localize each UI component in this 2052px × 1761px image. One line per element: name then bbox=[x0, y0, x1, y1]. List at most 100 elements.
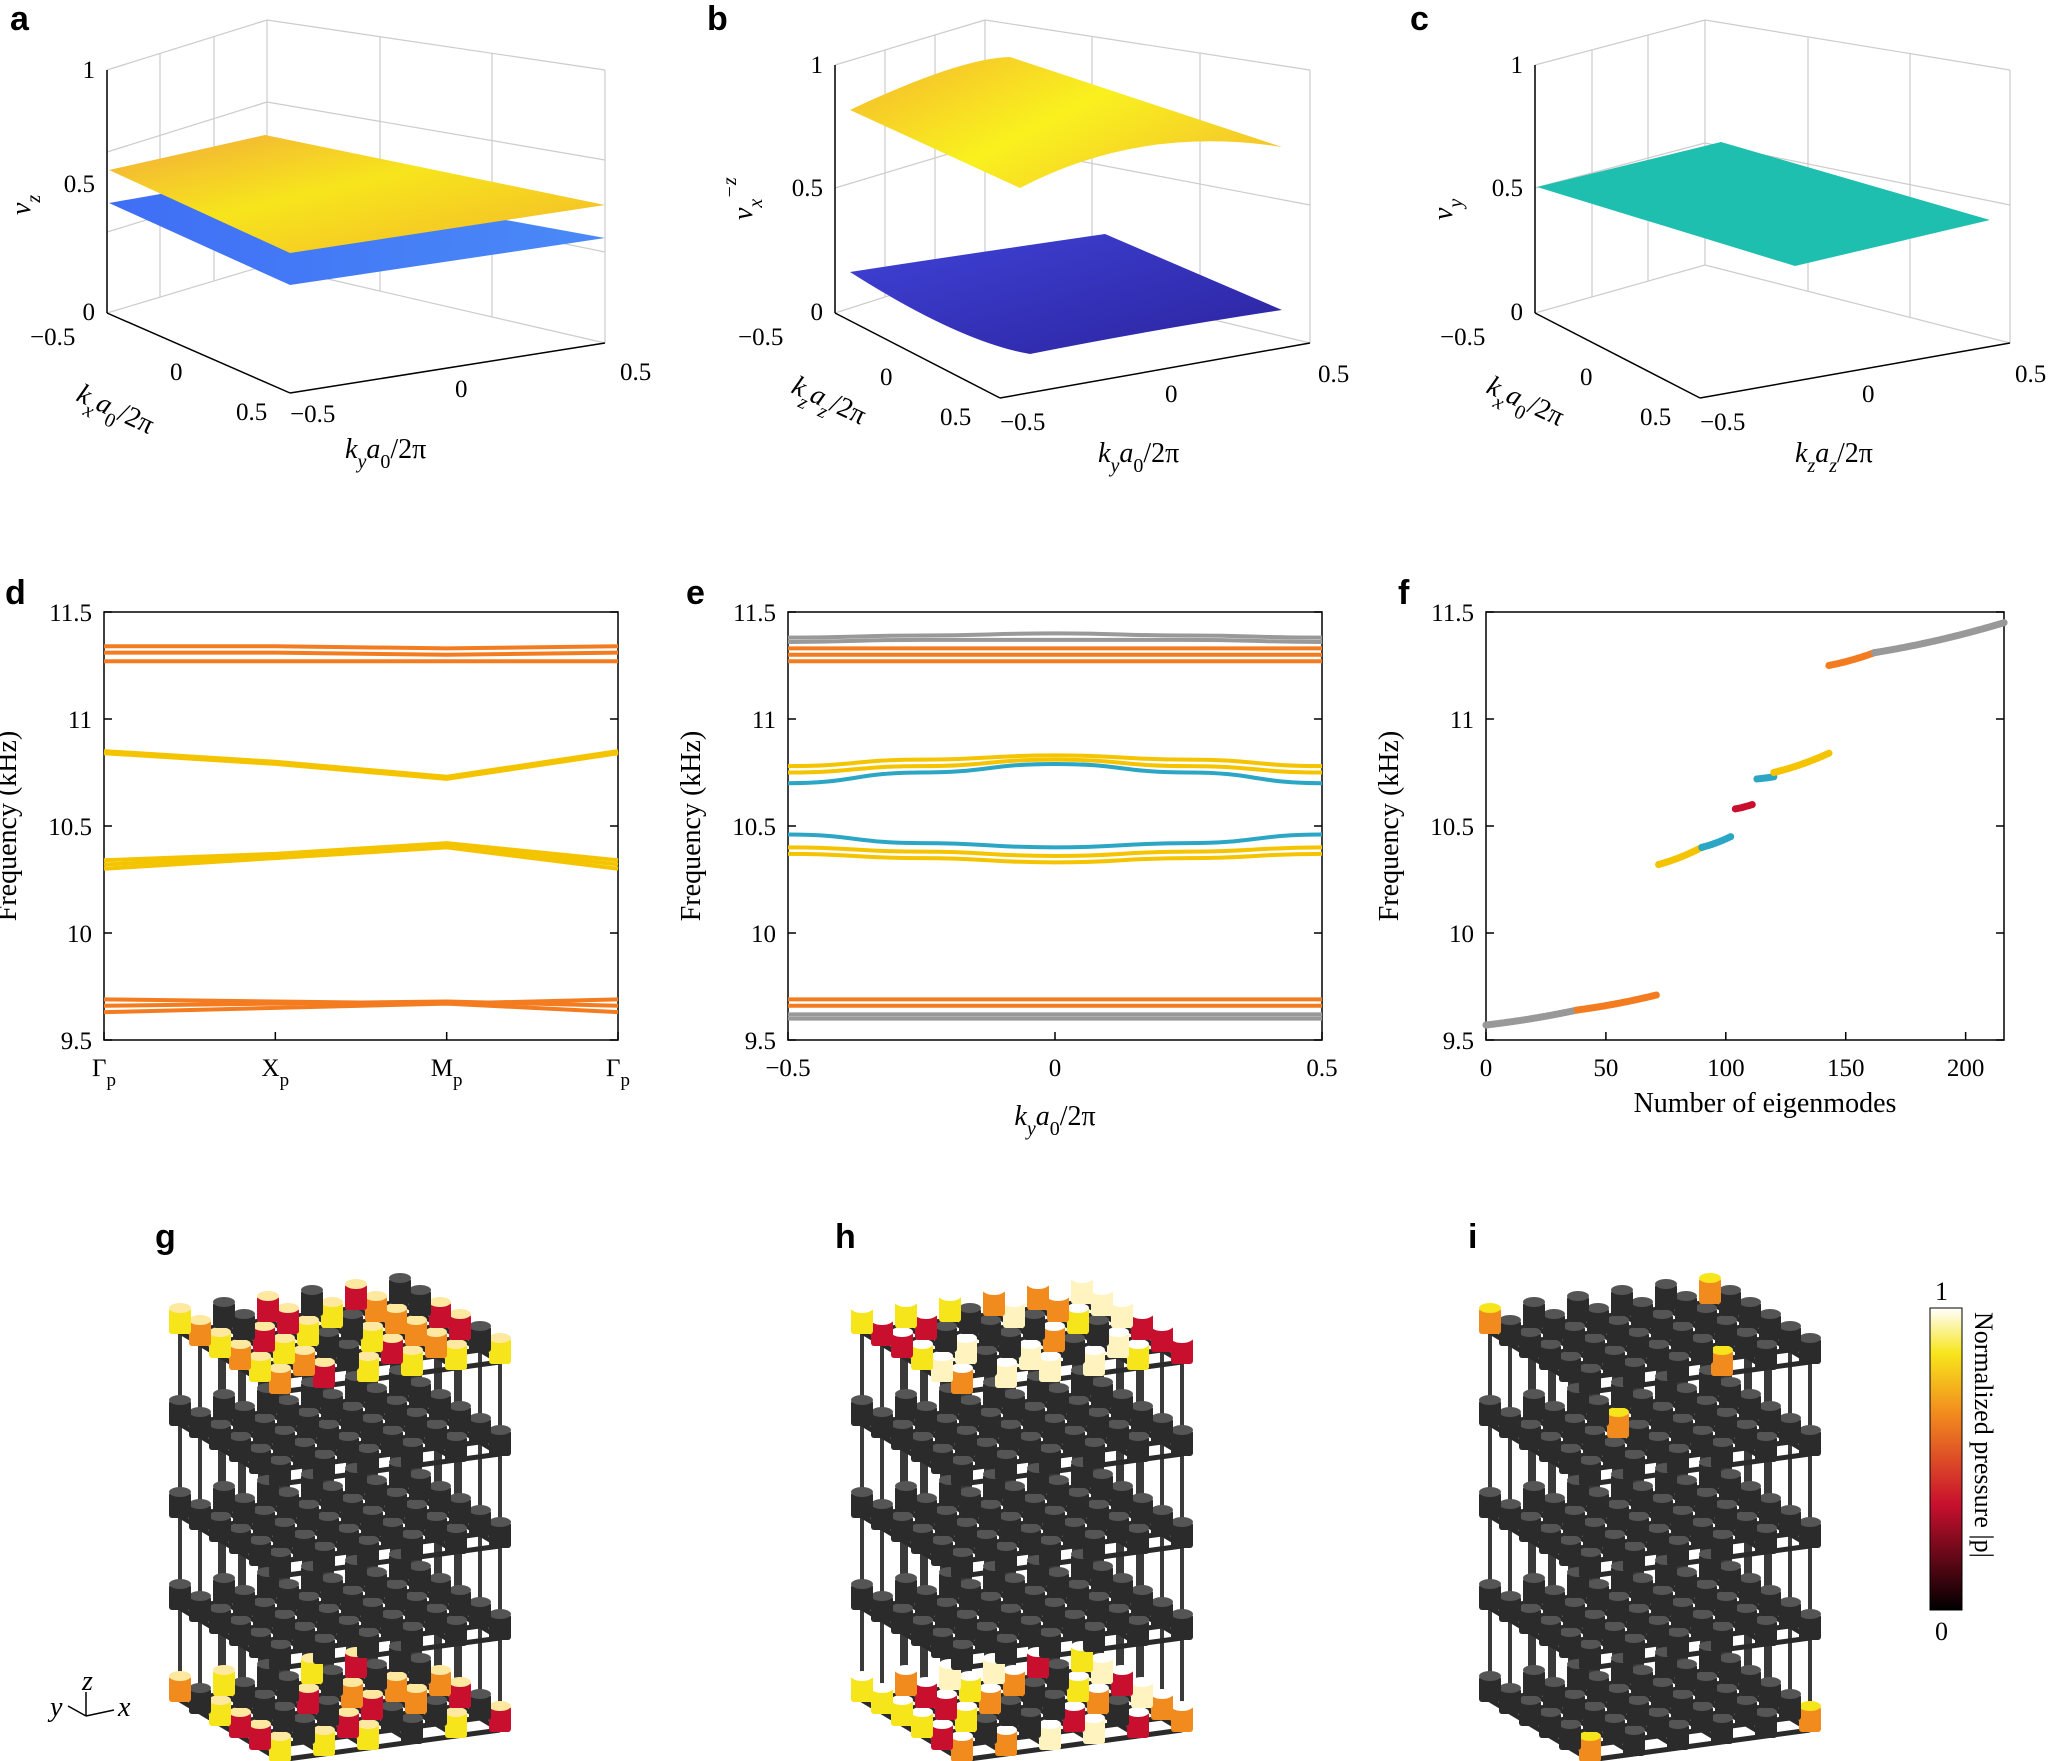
lattice-g-resonator-cap bbox=[293, 1345, 315, 1355]
lattice-i-resonator-body bbox=[1655, 1652, 1677, 1678]
lattice-g-resonator-body bbox=[337, 1528, 359, 1554]
lattice-h-resonator-cap bbox=[1131, 1401, 1153, 1411]
lattice-i-resonator-cap bbox=[1631, 1665, 1653, 1675]
e-series-line bbox=[787, 761, 1323, 786]
lattice-g-resonator-cap bbox=[321, 1481, 343, 1491]
lattice-i-resonator-cap bbox=[1519, 1327, 1541, 1337]
lattice-g-resonator-body bbox=[213, 1302, 235, 1328]
lattice-i-resonator-cap bbox=[1587, 1303, 1609, 1313]
lattice-h-resonator-body bbox=[891, 1332, 913, 1358]
lattice-h-resonator-cap bbox=[975, 1437, 997, 1447]
d-xtick-sub: p bbox=[280, 1070, 290, 1091]
lattice-i-resonator-body bbox=[1567, 1572, 1589, 1598]
lattice-h-resonator-cap bbox=[911, 1707, 933, 1717]
lattice-i-resonator-body bbox=[1603, 1442, 1625, 1468]
lattice-g-resonator-cap bbox=[253, 1689, 275, 1699]
lattice-i-resonator-body bbox=[1759, 1498, 1781, 1524]
lattice-h-resonator-body bbox=[1107, 1424, 1129, 1450]
lattice-h-resonator-body bbox=[999, 1516, 1021, 1542]
lattice-i-resonator-body bbox=[1579, 1552, 1601, 1578]
lattice-h-resonator-body bbox=[1111, 1394, 1133, 1420]
lattice-h-resonator-body bbox=[1131, 1682, 1153, 1708]
lattice-g-resonator-body bbox=[345, 1560, 367, 1586]
lattice-i-resonator-cap bbox=[1739, 1573, 1761, 1583]
lattice-h-resonator-body bbox=[891, 1608, 913, 1634]
lattice-i-resonator-body bbox=[1667, 1632, 1689, 1658]
lattice-i-resonator-cap bbox=[1499, 1499, 1521, 1509]
lattice-h-resonator-cap bbox=[915, 1493, 937, 1503]
lattice-i-resonator-cap bbox=[1799, 1517, 1821, 1527]
c-ytick-2: 0 bbox=[1862, 381, 1875, 408]
lattice-h-resonator-cap bbox=[915, 1585, 937, 1595]
lattice-i-resonator-cap bbox=[1735, 1603, 1757, 1613]
lattice-i-resonator-body bbox=[1583, 1614, 1605, 1640]
d-xtick-label: Γp bbox=[606, 1055, 630, 1091]
f-scatter-point bbox=[1652, 991, 1660, 999]
lattice-h-resonator-body bbox=[1071, 1646, 1093, 1672]
lattice-i-resonator-body bbox=[1523, 1670, 1545, 1696]
lattice-h-resonator-cap bbox=[871, 1683, 893, 1693]
lattice-h-resonator-cap bbox=[935, 1505, 957, 1515]
lattice-h-resonator-body bbox=[871, 1320, 893, 1346]
a-ztick-0: 0 bbox=[83, 299, 96, 326]
lattice-h-resonator-cap bbox=[1043, 1505, 1065, 1515]
lattice-i-resonator-body bbox=[1623, 1454, 1645, 1480]
lattice-h-resonator-cap bbox=[1039, 1443, 1061, 1453]
c-ytick-1: −0.5 bbox=[1700, 409, 1745, 436]
lattice-h-resonator-cap bbox=[1083, 1437, 1105, 1447]
lattice-i-resonator-cap bbox=[1671, 1597, 1693, 1607]
lattice-i-resonator-body bbox=[1607, 1504, 1629, 1530]
lattice-h-resonator-body bbox=[1063, 1430, 1085, 1456]
lattice-i-resonator-body bbox=[1587, 1400, 1609, 1426]
lattice-i-resonator-cap bbox=[1691, 1333, 1713, 1343]
lattice-h-resonator-body bbox=[1111, 1302, 1133, 1328]
lattice-g-resonator-cap bbox=[229, 1707, 251, 1717]
lattice-h-resonator-body bbox=[959, 1584, 981, 1610]
lattice-h-resonator-body bbox=[955, 1522, 977, 1548]
c-xtick-2: 0 bbox=[1580, 364, 1593, 391]
lattice-g-resonator-body bbox=[321, 1670, 343, 1696]
lattice-h-resonator-body bbox=[1171, 1522, 1193, 1548]
lattice-g-resonator-body bbox=[445, 1344, 467, 1370]
lattice-g-resonator-body bbox=[321, 1578, 343, 1604]
lattice-h-resonator-body bbox=[871, 1688, 893, 1714]
lattice-h-resonator-body bbox=[1131, 1314, 1153, 1340]
lattice-g-resonator-body bbox=[429, 1486, 451, 1512]
lattice-i-resonator-cap bbox=[1779, 1321, 1801, 1331]
lattice-h-resonator-body bbox=[959, 1308, 981, 1334]
lattice-h-resonator-cap bbox=[951, 1731, 973, 1741]
lattice-g-resonator-cap bbox=[489, 1425, 511, 1435]
f-xtick-label: 0 bbox=[1480, 1055, 1493, 1082]
lattice-i-resonator-body bbox=[1799, 1706, 1821, 1732]
lattice-i-resonator-body bbox=[1711, 1626, 1733, 1652]
lattice-g-resonator-cap bbox=[385, 1671, 407, 1681]
lattice-h-resonator-body bbox=[939, 1572, 961, 1598]
lattice-g-resonator-cap bbox=[469, 1505, 491, 1515]
lattice-h-resonator-cap bbox=[1107, 1695, 1129, 1705]
lattice-g-resonator-cap bbox=[357, 1719, 379, 1729]
lattice-g-resonator-cap bbox=[429, 1665, 451, 1675]
lattice-h-resonator-cap bbox=[1151, 1597, 1173, 1607]
lattice-h-resonator-cap bbox=[1003, 1297, 1025, 1307]
lattice-i-resonator-cap bbox=[1539, 1707, 1561, 1717]
lattice-h-resonator-body bbox=[1111, 1670, 1133, 1696]
lattice-g-resonator-body bbox=[249, 1632, 271, 1658]
lattice-i-resonator-cap bbox=[1583, 1517, 1605, 1527]
lattice-h-resonator-cap bbox=[1087, 1591, 1109, 1601]
d-series-line bbox=[104, 644, 619, 651]
lattice-h-resonator-cap bbox=[895, 1389, 917, 1399]
lattice-h-resonator-body bbox=[999, 1332, 1021, 1358]
lattice-g-resonator-cap bbox=[489, 1609, 511, 1619]
lattice-h-resonator-cap bbox=[975, 1529, 997, 1539]
lattice-i-resonator-body bbox=[1735, 1516, 1757, 1542]
lattice-h-resonator-cap bbox=[959, 1579, 981, 1589]
lattice-i-resonator-cap bbox=[1563, 1413, 1585, 1423]
lattice-h-resonator-cap bbox=[911, 1431, 933, 1441]
triad-z: z bbox=[81, 1666, 93, 1697]
lattice-h-resonator-body bbox=[931, 1632, 953, 1658]
lattice-h-resonator-body bbox=[1071, 1370, 1093, 1396]
lattice-g-resonator-cap bbox=[429, 1573, 451, 1583]
lattice-g-resonator-body bbox=[213, 1486, 235, 1512]
lattice-h-resonator-cap bbox=[955, 1609, 977, 1619]
lattice-g-resonator-cap bbox=[381, 1333, 403, 1343]
